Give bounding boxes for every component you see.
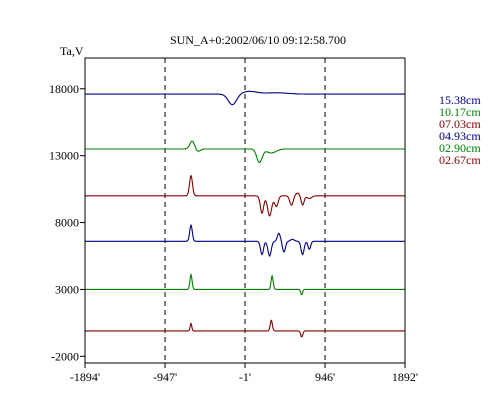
x-tick-label: -947' [153, 370, 177, 384]
legend: 15.38cm10.17cm07.03cm04.93cm02.90cm02.67… [439, 93, 481, 167]
legend-entry: 04.93cm [439, 129, 481, 143]
y-axis-label: Ta,V [60, 44, 84, 58]
series-line [85, 90, 405, 106]
series-line [85, 319, 405, 338]
chart-title: SUN_A+0:2002/06/10 09:12:58.700 [170, 33, 346, 47]
series-line [85, 272, 405, 296]
y-tick-label: -2000 [51, 349, 79, 363]
x-tick-label: 946' [315, 370, 335, 384]
x-tick-label: -1' [239, 370, 251, 384]
series-layer [85, 90, 405, 338]
grid-lines [164, 58, 326, 363]
legend-entry: 02.90cm [439, 141, 481, 155]
legend-entry: 07.03cm [439, 117, 481, 131]
y-tick-label: 8000 [55, 216, 79, 230]
legend-entry: 15.38cm [439, 93, 481, 107]
y-tick-label: 3000 [55, 282, 79, 296]
y-tick-label: 13000 [49, 149, 79, 163]
legend-entry: 02.67cm [439, 153, 481, 167]
x-tick-label: 1892' [392, 370, 418, 384]
x-tick-label: -1894' [70, 370, 100, 384]
x-axis-ticks: -1894' -947' -1' 946' 1892' [70, 363, 418, 384]
series-line [85, 223, 405, 257]
legend-entry: 10.17cm [439, 105, 481, 119]
series-line [85, 140, 405, 164]
y-tick-label: 18000 [49, 82, 79, 96]
y-axis-ticks: 18000 13000 8000 3000 -2000 [49, 82, 85, 363]
series-line [85, 174, 405, 217]
